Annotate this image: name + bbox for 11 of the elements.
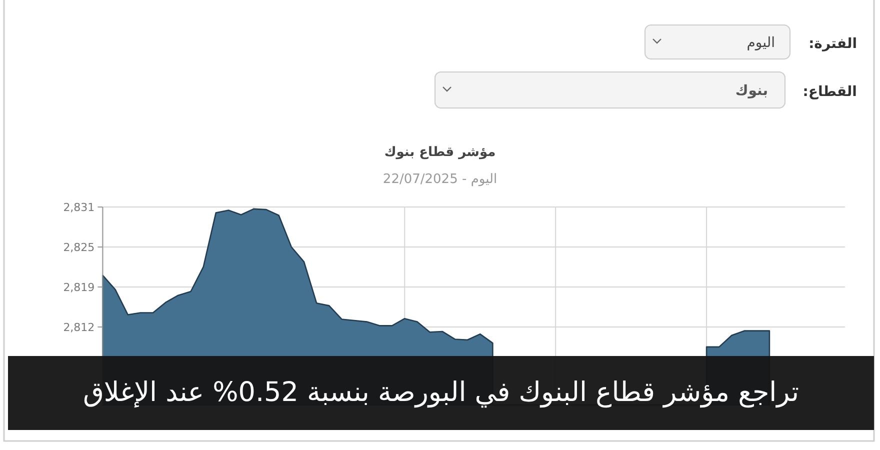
chart-title: مؤشر قطاع بنوك [384,145,496,160]
y-tick-label: 2,831 [63,201,95,214]
text: الفترة: [808,36,857,52]
y-tick-label: 2,819 [63,280,95,294]
text: اليوم [746,35,775,51]
text: القطاع: [802,84,857,100]
y-tick-label: 2,812 [63,320,95,334]
picture-banner: تراجع مؤشر قطاع البنوك في البورصة بنسبة 0.52% عند الإغلاق [8,356,874,430]
text: بنوك [735,83,768,99]
y-tick-label: 2,825 [63,240,95,254]
chart-subtitle: اليوم - 22/07/2025 [382,172,498,187]
